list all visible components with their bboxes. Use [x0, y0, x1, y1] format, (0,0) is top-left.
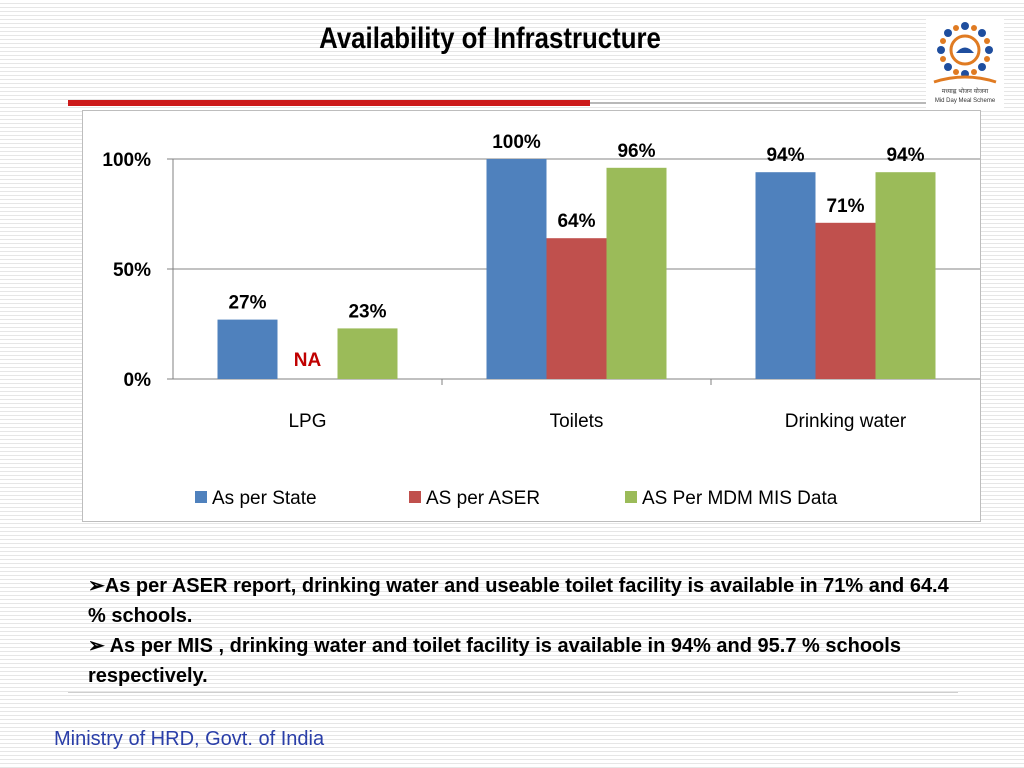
bar — [875, 172, 936, 379]
logo-text-hindi: मध्याह्न भोजन योजना — [942, 87, 989, 95]
footer-text: Ministry of HRD, Govt. of India — [54, 728, 325, 750]
bullet-text: As per ASER report, drinking water and u… — [88, 575, 949, 627]
bar-chart: 0% 50% 100% LPG 27% NA 23% Toilets 100% 64% 96% Dri… — [102, 132, 980, 509]
title-divider — [590, 102, 958, 104]
data-label: 71% — [826, 196, 864, 217]
legend-label: AS per ASER — [426, 488, 540, 509]
bar — [755, 172, 816, 379]
footer-divider — [68, 692, 958, 693]
data-label-na: NA — [294, 350, 322, 371]
logo-text-english: Mid Day Meal Scheme — [935, 98, 996, 104]
bar — [337, 328, 398, 379]
legend-label: AS Per MDM MIS Data — [642, 488, 838, 509]
logo-graphic: मध्याह्न भोजन योजना Mid Day Meal Scheme — [933, 22, 997, 104]
legend-swatch — [625, 491, 637, 503]
legend-swatch — [195, 491, 207, 503]
bar — [546, 238, 607, 379]
bullet-list: ➢As per ASER report, drinking water and … — [88, 571, 958, 691]
bar — [486, 159, 547, 379]
bar — [606, 167, 667, 379]
data-label: 94% — [766, 145, 804, 166]
x-tick-label: LPG — [288, 411, 326, 432]
y-tick-label: 100% — [102, 150, 151, 171]
mid-day-meal-logo: मध्याह्न भोजन योजना Mid Day Meal Scheme — [926, 16, 1004, 108]
title-accent-bar — [68, 100, 590, 106]
bullet-arrow-icon: ➢ — [88, 635, 105, 657]
data-label: 27% — [228, 293, 266, 314]
data-label: 96% — [617, 141, 655, 162]
data-label: 23% — [348, 301, 386, 322]
y-tick-label: 0% — [124, 370, 152, 391]
slide-title: Availability of Infrastructure — [319, 22, 661, 55]
chart-container: 0% 50% 100% LPG 27% NA 23% Toilets 100% 64% 96% Dri… — [82, 110, 981, 522]
bullet-text: As per MIS , drinking water and toilet f… — [88, 635, 901, 687]
legend-swatch — [409, 491, 421, 503]
y-tick-label: 50% — [113, 260, 151, 281]
data-label: 94% — [886, 145, 924, 166]
bar — [815, 222, 876, 379]
x-tick-label: Toilets — [550, 411, 604, 432]
data-label: 100% — [492, 132, 541, 153]
bar — [217, 319, 278, 379]
bullet-item-aser: ➢As per ASER report, drinking water and … — [88, 571, 958, 631]
data-label: 64% — [557, 211, 595, 232]
bullet-arrow-icon: ➢ — [88, 575, 105, 597]
x-tick-label: Drinking water — [785, 411, 907, 432]
legend-label: As per State — [212, 488, 317, 509]
bullet-item-mis: ➢ As per MIS , drinking water and toilet… — [88, 631, 958, 691]
